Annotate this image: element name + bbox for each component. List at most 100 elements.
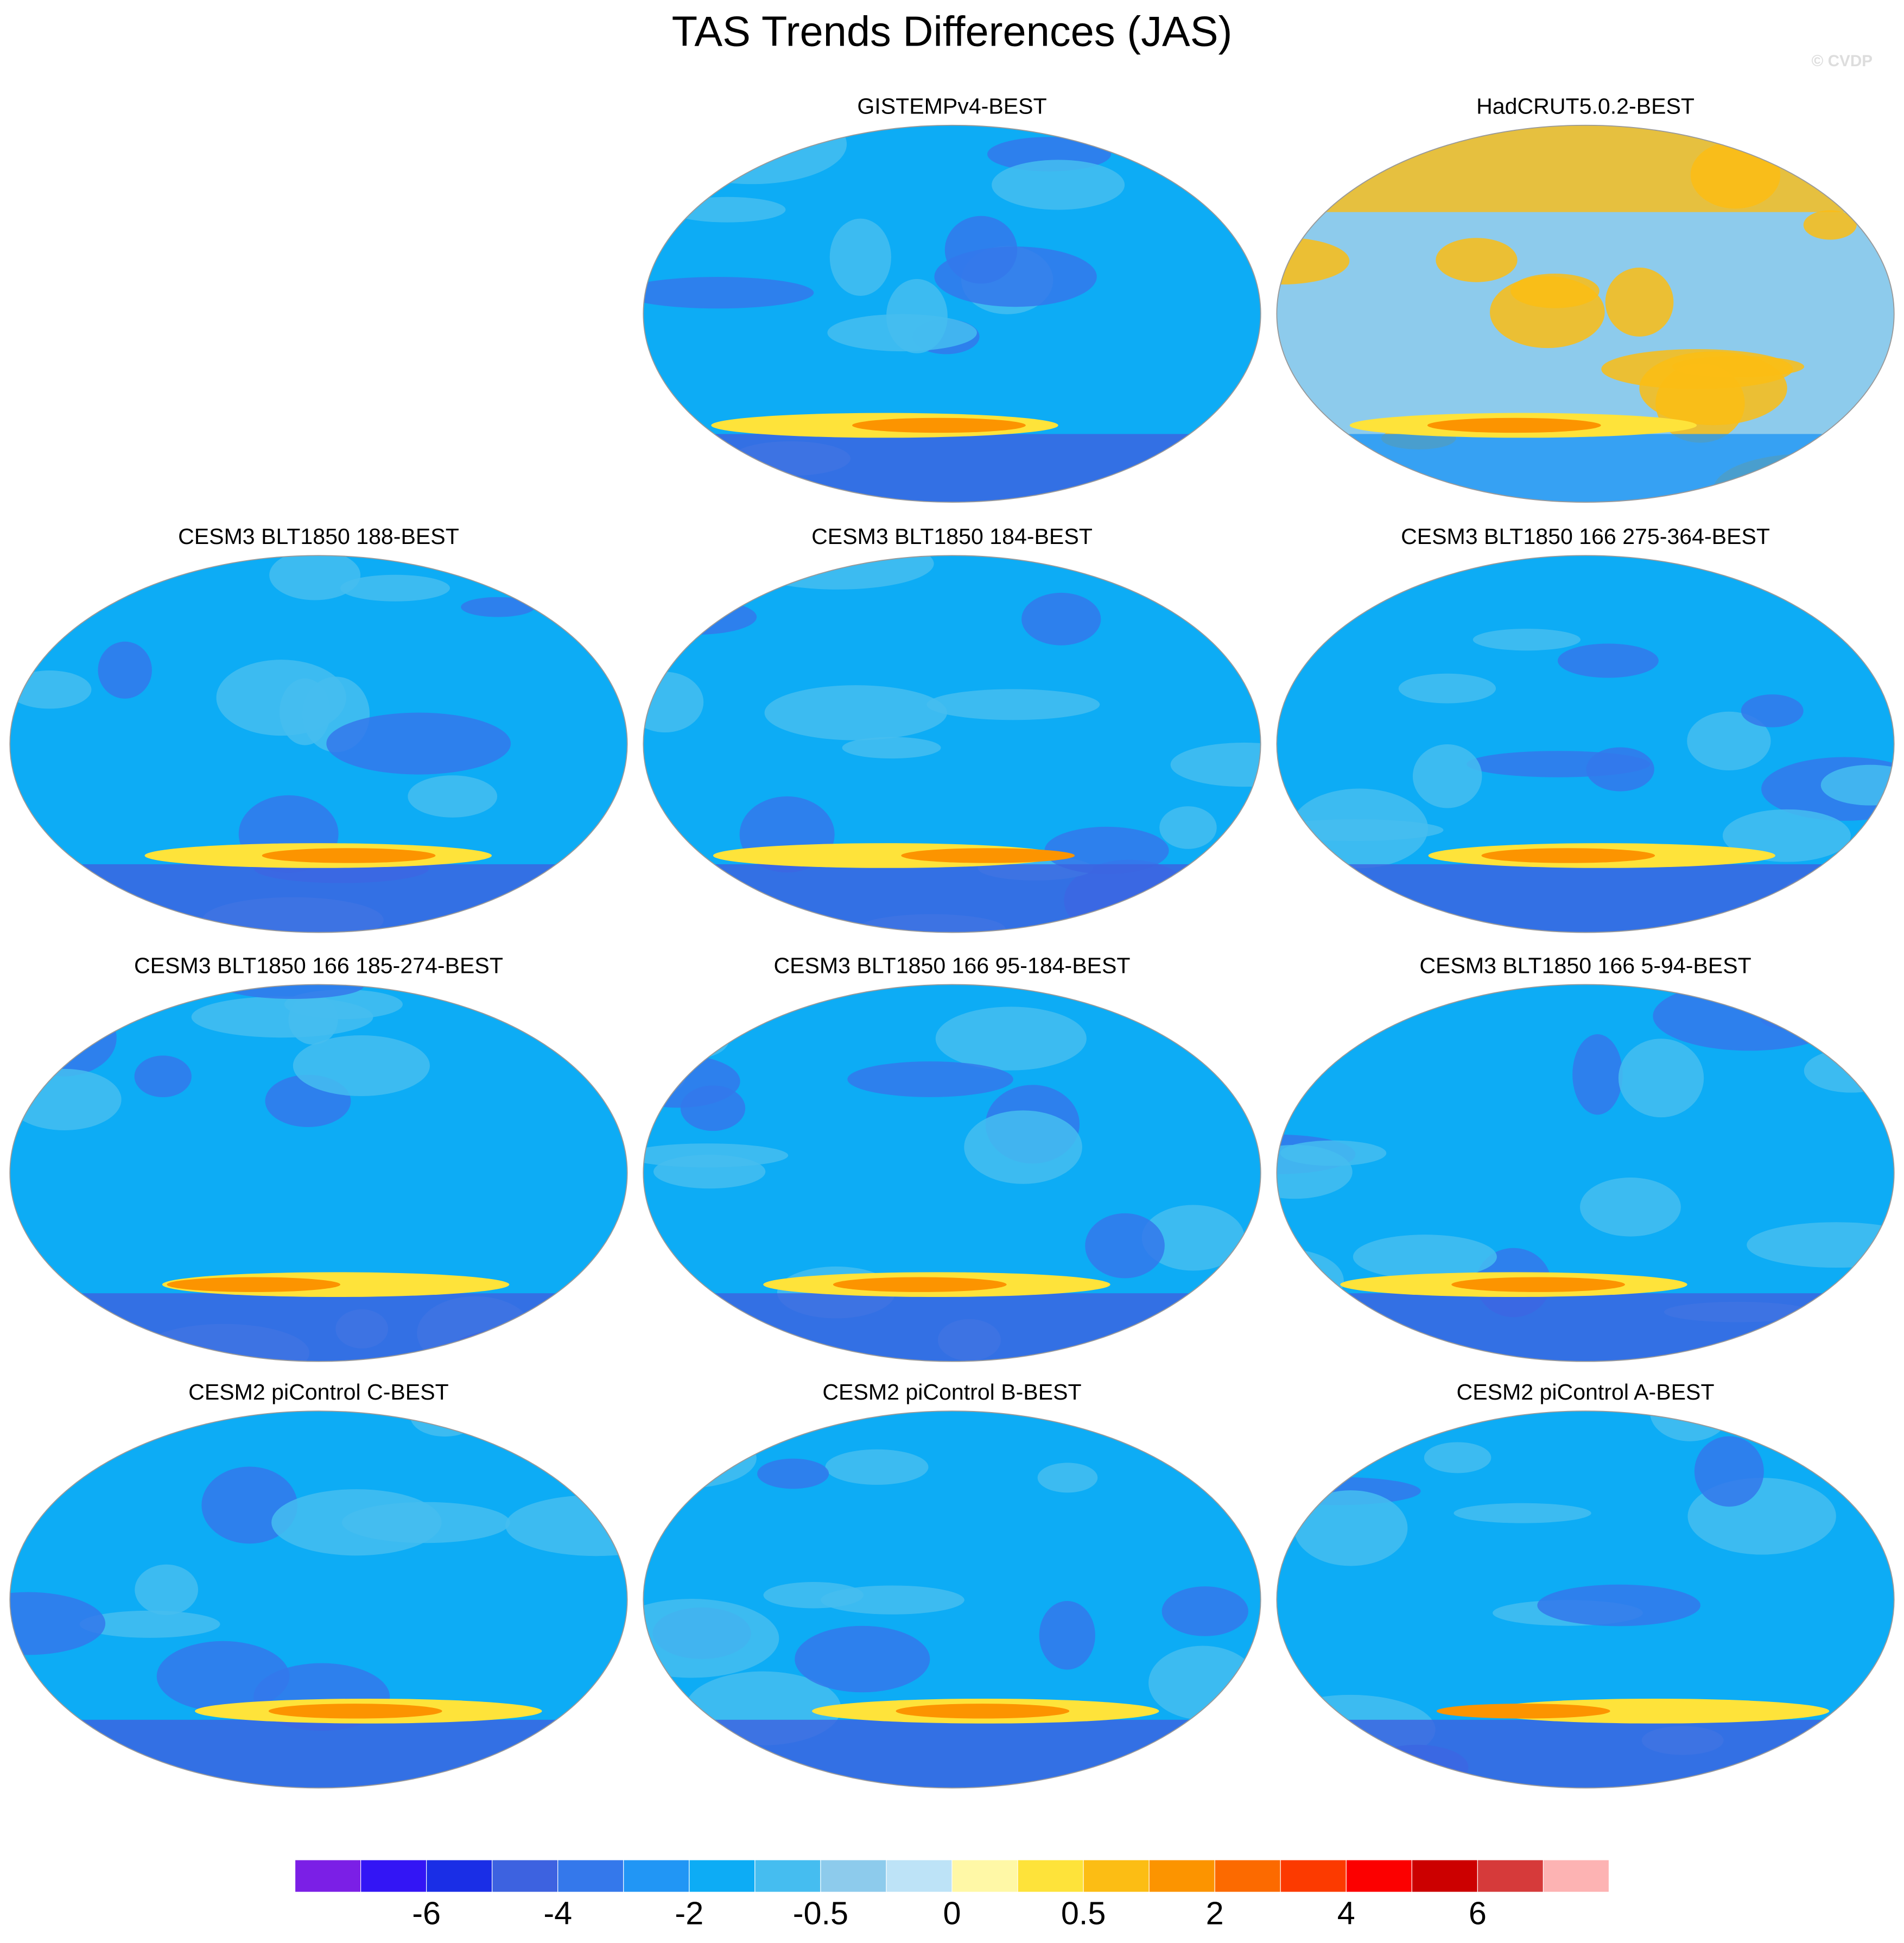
map-outline [1276,124,1895,503]
anomaly-patch [1044,826,1169,875]
south-hot [833,1277,1007,1292]
anomaly-patch [134,1055,192,1098]
south-band [10,1719,627,1788]
colorbar-box [426,1859,493,1893]
anomaly-patch [340,574,450,602]
anomaly-patch [658,1018,730,1059]
anomaly-patch [757,1458,829,1489]
anomaly-patch [1021,592,1101,645]
map [10,1411,627,1788]
colorbar-label: -6 [412,1895,441,1931]
anomaly-patch [1653,984,1846,1051]
south-band [1277,864,1894,933]
south-hot [262,848,436,863]
anomaly-patch [1148,1645,1258,1720]
colorbar-box [294,1859,361,1893]
colorbar-box [492,1859,558,1893]
colorbar-box [886,1859,953,1893]
anomaly-patch [643,1428,757,1489]
anomaly-patch [1085,1213,1165,1279]
map-outline [1276,555,1895,933]
map-outline [9,555,628,933]
anomaly-patch [98,641,152,699]
south-band [1277,1293,1894,1362]
anomaly-patch [1586,747,1654,792]
south-band [643,434,1261,503]
map [10,555,627,933]
panel-title: CESM3 BLT1850 188-BEST [178,524,459,549]
south-band [10,864,627,933]
south-hot [1481,848,1655,863]
anomaly-patch [79,1610,220,1638]
anomaly-patch [1820,764,1894,806]
colorbar-box [1148,1859,1215,1893]
anomaly-patch [566,1304,627,1324]
anomaly-patch [992,160,1125,210]
map [1277,125,1894,503]
anomaly-patch [1195,1431,1261,1478]
south-hot [901,848,1075,863]
south-band [10,1293,627,1362]
anomaly-patch [926,689,1100,720]
colorbar-box [1346,1859,1412,1893]
colorbar-label: -4 [543,1895,572,1931]
anomaly-patch [10,670,92,709]
map-outline [9,1410,628,1789]
south-hot [852,417,1026,433]
colorbar-box [754,1859,821,1893]
anomaly-patch [1687,711,1771,771]
panel-title: CESM2 piControl B-BEST [822,1379,1081,1404]
colorbar-box [360,1859,427,1893]
anomaly-patch [1037,1463,1098,1493]
anomaly-patch [764,685,947,741]
colorbar-label: -2 [675,1895,703,1931]
anomaly-patch [1294,1490,1408,1566]
map [643,555,1261,933]
anomaly-patch [643,599,757,635]
colorbar-label: 0.5 [1061,1895,1106,1931]
anomaly-patch [1159,806,1217,849]
map-outline [1276,984,1895,1362]
anomaly-patch [795,1625,930,1693]
anomaly-patch [1424,1442,1492,1473]
panel-title: CESM3 BLT1850 166 95-184-BEST [773,953,1130,978]
map-outline [643,555,1261,933]
anomaly-patch [1510,273,1600,308]
anomaly-patch [1804,1049,1894,1093]
anomaly-patch [669,197,786,223]
colorbar-box [1083,1859,1150,1893]
anomaly-patch [1605,267,1674,337]
anomaly-patch [222,984,364,999]
map [1277,555,1894,933]
colorbar-label: 2 [1206,1895,1224,1931]
colorbar-box [623,1859,690,1893]
anomaly-patch [1741,694,1804,727]
anomaly-patch [288,995,338,1045]
figure-title: TAS Trends Differences (JAS) [672,9,1233,55]
anomaly-patch [1141,1205,1245,1271]
anomaly-patch [461,597,535,617]
band [1277,125,1894,212]
anomaly-patch [829,218,891,296]
south-band [643,1293,1261,1362]
anomaly-patch [548,1411,627,1432]
anomaly-patch [505,1495,627,1556]
anomaly-patch [156,1641,290,1712]
anomaly-patch [1723,809,1851,862]
anomaly-patch [643,277,814,309]
anomaly-patch [1436,238,1518,282]
anomaly-patch [1835,1770,1894,1788]
map-outline [643,1410,1261,1789]
anomaly-patch [1277,1249,1344,1313]
south-band [643,1719,1261,1788]
anomaly-patch [1039,1600,1095,1670]
panel-title: CESM3 BLT1850 166 275-364-BEST [1401,524,1770,549]
anomaly-patch [643,1599,779,1678]
anomaly-patch [10,999,117,1077]
map-outline [643,984,1261,1362]
map [10,984,627,1362]
south-hot [1427,417,1601,433]
anomaly-patch [1618,1039,1704,1118]
watermark: © CVDP [1812,52,1873,70]
colorbar-box [557,1859,624,1893]
